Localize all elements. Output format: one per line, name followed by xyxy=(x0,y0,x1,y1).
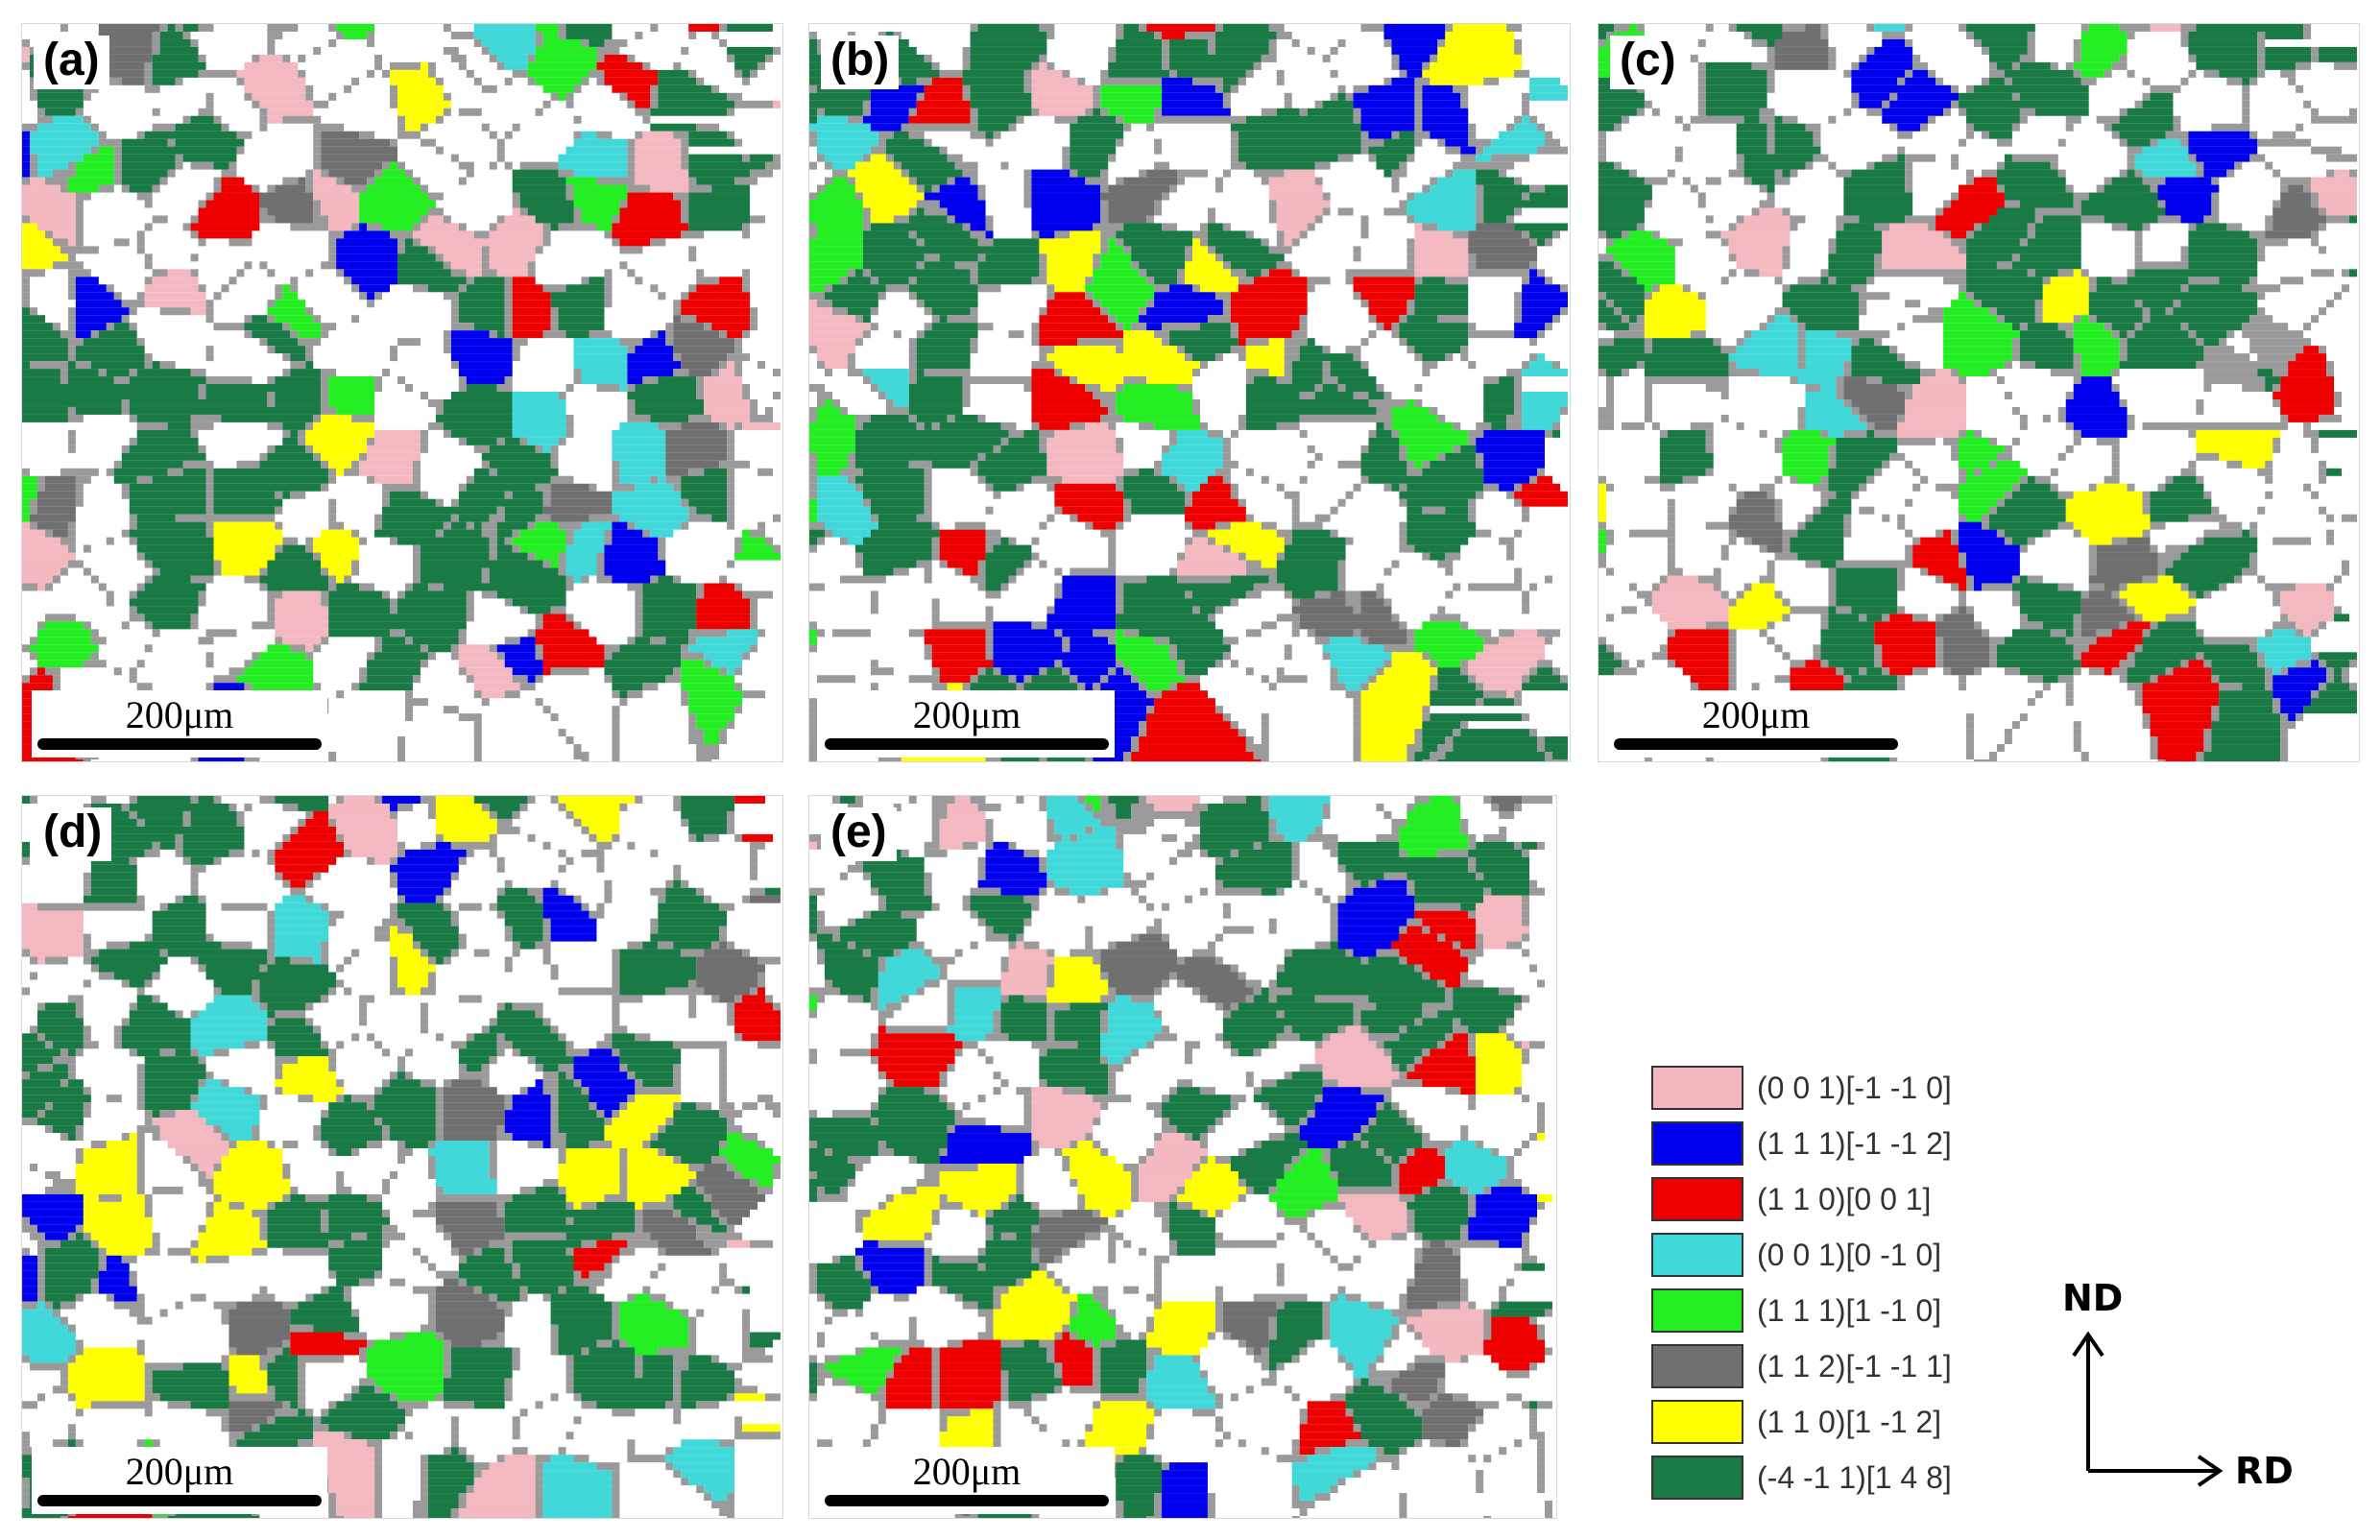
legend-item: (1 1 0)[0 0 1] xyxy=(1651,1171,1952,1227)
legend-label: (1 1 1)[1 -1 0] xyxy=(1757,1292,1942,1328)
grain-map xyxy=(1599,24,2357,761)
axes-arrows-icon xyxy=(2072,1331,2224,1487)
grain-map xyxy=(809,796,1552,1518)
legend-label: (-4 -1 1)[1 4 8] xyxy=(1757,1459,1952,1495)
ebsd-map-a: (a) 200μm xyxy=(21,23,783,762)
legend-label: (1 1 2)[-1 -1 1] xyxy=(1757,1348,1952,1384)
sample-axes: ND RD xyxy=(2045,1267,2333,1517)
ebsd-map-b: (b) 200μm xyxy=(808,23,1571,762)
scale-bar-line xyxy=(1614,738,1898,750)
scale-bar-label: 200μm xyxy=(912,1450,1022,1493)
grain-map xyxy=(22,796,781,1518)
ebsd-map-d: (d) 200μm xyxy=(21,795,783,1519)
grain-map xyxy=(809,24,1568,761)
scale-bar-line xyxy=(825,1495,1109,1506)
legend-label: (1 1 0)[1 -1 2] xyxy=(1757,1404,1942,1439)
legend-swatch xyxy=(1651,1288,1743,1333)
orientation-legend: (0 0 1)[-1 -1 0] (1 1 1)[-1 -1 2] (1 1 0… xyxy=(1651,1060,1952,1505)
legend-item: (0 0 1)[0 -1 0] xyxy=(1651,1227,1952,1283)
panel-label: (d) xyxy=(34,807,112,861)
panel-label: (a) xyxy=(34,36,109,89)
legend-swatch xyxy=(1651,1121,1743,1166)
legend-swatch xyxy=(1651,1066,1743,1110)
legend-swatch xyxy=(1651,1400,1743,1444)
legend-swatch xyxy=(1651,1177,1743,1221)
legend-swatch xyxy=(1651,1233,1743,1277)
ebsd-map-e: (e) 200μm xyxy=(808,795,1557,1519)
legend-item: (-4 -1 1)[1 4 8] xyxy=(1651,1450,1952,1505)
legend-label: (1 1 0)[0 0 1] xyxy=(1757,1181,1932,1216)
scale-bar-line xyxy=(37,1495,322,1506)
legend-item: (1 1 2)[-1 -1 1] xyxy=(1651,1338,1952,1394)
legend-label: (0 0 1)[0 -1 0] xyxy=(1757,1237,1942,1272)
panel-label: (e) xyxy=(821,807,897,861)
scale-bar: 200μm xyxy=(1608,690,1904,758)
scale-bar: 200μm xyxy=(819,1447,1115,1514)
legend-item: (1 1 1)[1 -1 0] xyxy=(1651,1283,1952,1338)
scale-bar: 200μm xyxy=(32,690,327,758)
ebsd-map-c: (c) 200μm xyxy=(1598,23,2360,762)
legend-item: (1 1 1)[-1 -1 2] xyxy=(1651,1116,1952,1171)
legend-label: (0 0 1)[-1 -1 0] xyxy=(1757,1070,1952,1105)
axis-label-nd: ND xyxy=(2062,1277,2124,1319)
panel-label: (c) xyxy=(1610,36,1686,89)
legend-label: (1 1 1)[-1 -1 2] xyxy=(1757,1125,1952,1161)
legend-swatch xyxy=(1651,1344,1743,1388)
scale-bar-line xyxy=(825,738,1109,750)
scale-bar-label: 200μm xyxy=(912,693,1022,736)
axis-label-rd: RD xyxy=(2235,1450,2294,1492)
grain-map xyxy=(22,24,781,761)
scale-bar-label: 200μm xyxy=(1701,693,1811,736)
scale-bar-label: 200μm xyxy=(125,1450,234,1493)
scale-bar-line xyxy=(37,738,322,750)
legend-swatch xyxy=(1651,1456,1743,1500)
legend-item: (0 0 1)[-1 -1 0] xyxy=(1651,1060,1952,1116)
scale-bar: 200μm xyxy=(32,1447,327,1514)
scale-bar-label: 200μm xyxy=(125,693,234,736)
legend-item: (1 1 0)[1 -1 2] xyxy=(1651,1394,1952,1450)
panel-label: (b) xyxy=(821,36,900,89)
scale-bar: 200μm xyxy=(819,690,1115,758)
